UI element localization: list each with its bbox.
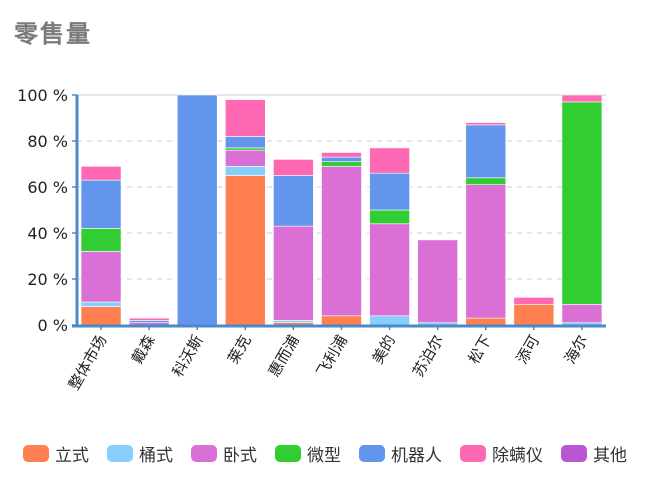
- x-tick-label: 科沃斯: [169, 332, 207, 380]
- bar-segment: [273, 320, 314, 323]
- x-tick-label: 戴森: [128, 332, 159, 367]
- x-tick-label: 美的: [368, 332, 399, 367]
- chart-title: 零售量: [14, 20, 92, 48]
- legend-swatch: [460, 444, 486, 462]
- legend-item[interactable]: 除螨仪: [460, 441, 543, 466]
- bar-segment: [369, 315, 410, 326]
- x-tick-label: 添可: [513, 332, 544, 367]
- legend-item[interactable]: 立式: [23, 441, 89, 466]
- bar-segment: [273, 159, 314, 176]
- legend-item[interactable]: 机器人: [359, 441, 442, 466]
- bar-segment: [128, 320, 170, 323]
- legend-label: 机器人: [391, 445, 442, 466]
- bar-segment: [369, 172, 410, 211]
- legend-swatch: [191, 444, 217, 462]
- legend-item[interactable]: 微型: [275, 441, 341, 466]
- legend-label: 桶式: [139, 445, 173, 466]
- bar-segment: [80, 251, 122, 303]
- bar-segment: [321, 156, 362, 163]
- x-tick-label: 海尔: [561, 332, 592, 367]
- legend-item[interactable]: 卧式: [191, 441, 257, 466]
- bar-segment: [465, 124, 507, 179]
- bar-segment: [369, 209, 410, 225]
- legend-item[interactable]: 其他: [561, 441, 627, 466]
- bar-segment: [561, 303, 603, 323]
- y-tick-label: 60 %: [27, 178, 68, 197]
- bar-segment: [465, 317, 507, 326]
- legend-label: 其他: [593, 445, 627, 466]
- legend-item[interactable]: 桶式: [107, 441, 173, 466]
- bar-segment: [417, 239, 458, 323]
- x-tick-label: 莱克: [224, 332, 255, 367]
- y-tick-label: 80 %: [27, 132, 68, 151]
- bar-segment: [176, 94, 218, 326]
- bar-segment: [369, 223, 410, 317]
- legend-swatch: [275, 444, 301, 462]
- chart-legend[interactable]: 立式 桶式 卧式 微型 机器人 除螨仪 其他: [0, 440, 650, 466]
- x-tick-label: 松下: [465, 332, 496, 367]
- y-tick-label: 0 %: [38, 316, 68, 335]
- bar-segment: [513, 303, 555, 326]
- bar-segment: [321, 161, 362, 167]
- y-tick-label: 40 %: [27, 224, 68, 243]
- legend-swatch: [561, 444, 587, 462]
- x-tick-label: 惠而浦: [265, 332, 303, 380]
- legend-label: 卧式: [223, 445, 257, 466]
- y-tick-label: 100 %: [17, 86, 68, 105]
- bar-segment: [321, 166, 362, 317]
- legend-swatch: [23, 444, 49, 462]
- bar-segment: [225, 136, 266, 149]
- legend-label: 立式: [55, 445, 89, 466]
- bar-segment: [80, 228, 122, 252]
- legend-label: 除螨仪: [492, 445, 543, 466]
- bar-segment: [273, 175, 314, 227]
- bar-segment: [225, 175, 266, 326]
- bar-segment: [561, 101, 603, 305]
- bar-segment: [225, 147, 266, 151]
- bar-segment: [273, 225, 314, 321]
- bar-segment: [225, 166, 266, 176]
- legend-swatch: [359, 444, 385, 462]
- bar-segment: [80, 179, 122, 229]
- bar-segment: [80, 301, 122, 307]
- bar-segment: [128, 317, 170, 321]
- x-tick-label: 飞利浦: [313, 332, 351, 380]
- x-tick-label: 整体市场: [65, 332, 111, 393]
- y-tick-label: 20 %: [27, 270, 68, 289]
- legend-swatch: [107, 444, 133, 462]
- bar-segment: [513, 297, 555, 305]
- legend-label: 微型: [307, 445, 341, 466]
- bar-segment: [561, 94, 603, 103]
- x-tick-label: 苏泊尔: [409, 332, 447, 380]
- bar-segment: [321, 152, 362, 158]
- bar-segment: [80, 306, 122, 326]
- bar-segment: [465, 177, 507, 186]
- bar-segment: [225, 99, 266, 137]
- bar-segment: [369, 147, 410, 174]
- bar-segment: [321, 315, 362, 326]
- bar-segment: [465, 122, 507, 126]
- bar-segment: [80, 166, 122, 181]
- bar-segment: [465, 184, 507, 319]
- bar-segment: [225, 149, 266, 167]
